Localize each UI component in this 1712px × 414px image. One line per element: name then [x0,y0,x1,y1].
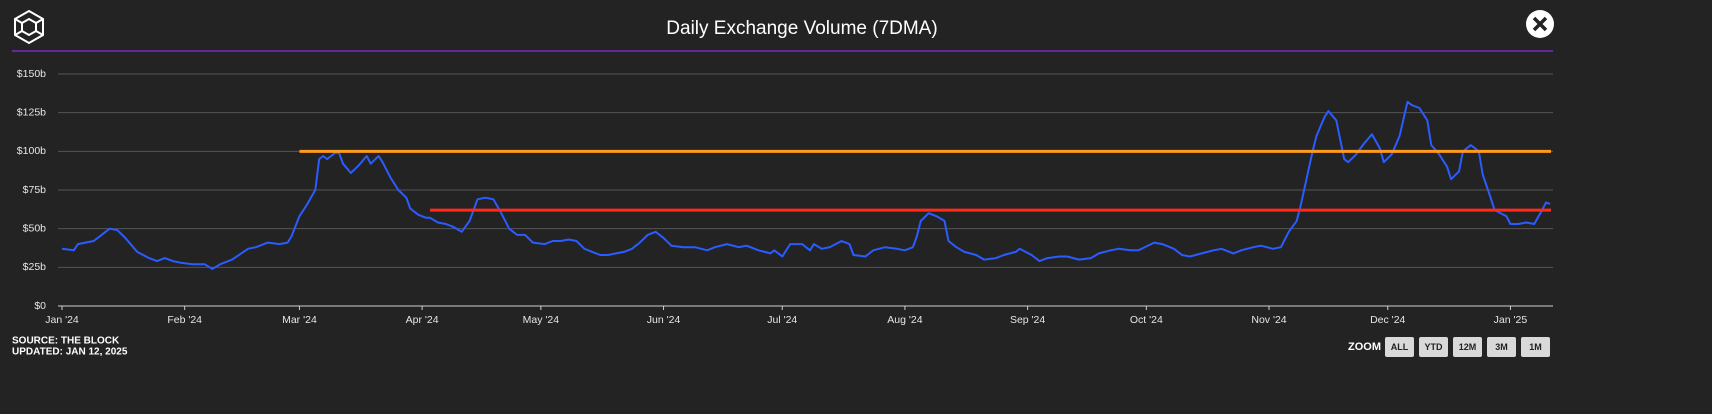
data-line [61,100,1551,270]
zoom-button-label[interactable]: 1M [1529,342,1542,352]
zoom-button[interactable] [1487,337,1516,357]
y-tick-label: $25b [23,261,47,273]
x-tick-label: Aug '24 [887,314,922,326]
x-tick-label: May '24 [523,314,560,326]
logo [14,9,44,45]
x-tick-label: Jan '25 [1494,314,1528,326]
chart-title: Daily Exchange Volume (7DMA) [666,18,937,39]
x-tick-label: Jun '24 [647,314,681,326]
x-tick-label: Nov '24 [1251,314,1286,326]
y-tick-label: $100b [17,145,46,157]
x-tick-label: Oct '24 [1130,314,1163,326]
y-tick-label: $50b [23,222,47,234]
x-tick-label: Jul '24 [767,314,797,326]
zoom-label: ZOOM [1348,341,1381,353]
source-note: SOURCE: THE BLOCK [12,336,120,347]
zoom-button-label[interactable]: 3M [1495,342,1508,352]
x-tick-label: Mar '24 [282,314,317,326]
zoom-button-label[interactable]: YTD [1425,342,1444,352]
y-tick-label: $0 [34,300,46,312]
zoom-button[interactable] [1385,337,1414,357]
zoom-button[interactable] [1453,337,1482,357]
y-tick-label: $125b [17,106,46,118]
x-tick-label: Feb '24 [167,314,202,326]
zoom-button[interactable] [1521,337,1550,357]
zoom-button-label[interactable]: ALL [1391,342,1409,352]
y-tick-label: $150b [17,68,46,80]
updated-note: UPDATED: JAN 12, 2025 [12,347,128,358]
x-tick-label: Jan '24 [45,314,79,326]
close-button[interactable] [1526,10,1554,38]
x-tick-label: Dec '24 [1370,314,1405,326]
y-tick-label: $75b [23,184,47,196]
zoom-button[interactable] [1419,337,1448,357]
zoom-button-label[interactable]: 12M [1459,342,1477,352]
x-tick-label: Apr '24 [406,314,439,326]
x-tick-label: Sep '24 [1010,314,1045,326]
